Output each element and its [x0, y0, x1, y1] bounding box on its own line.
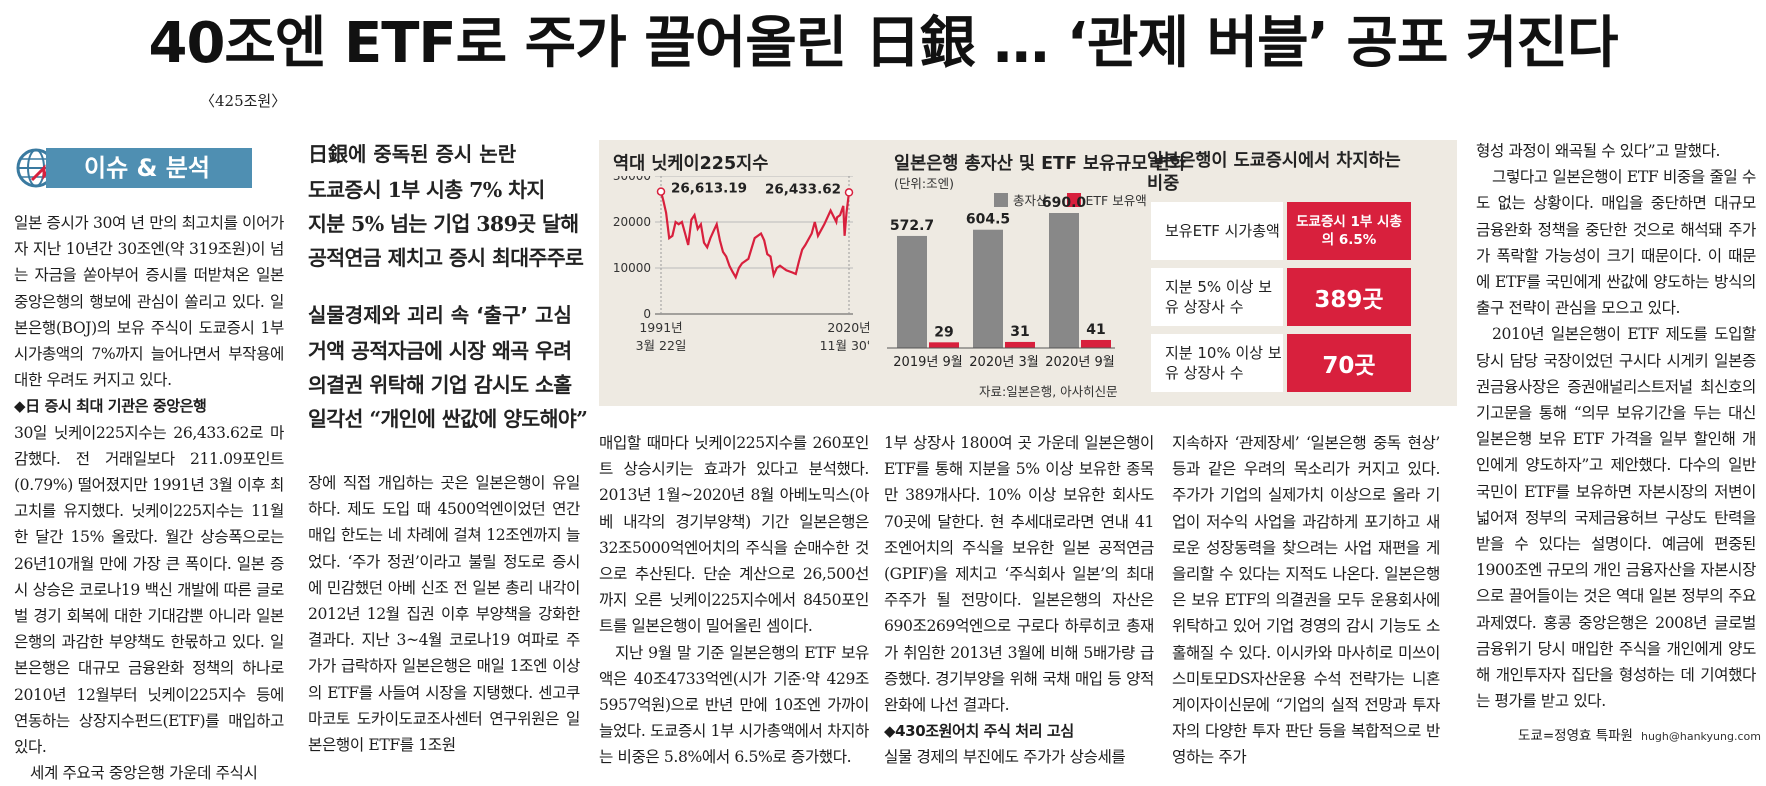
data-label: 26,613.19	[671, 181, 747, 197]
infographic-panel: 역대 닛케이225지수 0 10000 20000 30000 26,613.19 26…	[599, 140, 1457, 406]
byline: 도쿄=정영효 특파원 hugh@hankyung.com	[1518, 724, 1761, 744]
subheading: ◆430조원어치 주식 처리 고심	[884, 722, 1074, 741]
article-column-2: 장에 직접 개입하는 곳은 일본은행이 유일하다. 제도 도입 때 4500억엔…	[308, 470, 580, 758]
paragraph: 지난 9월 말 기준 일본은행의 ETF 보유액은 40조4733억엔(시가 기…	[599, 643, 869, 767]
byline-author: 도쿄=정영효 특파원	[1518, 728, 1633, 744]
chart-source: 자료:일본은행, 아사히신문	[979, 384, 1118, 399]
y-tick-label: 10000	[613, 261, 651, 275]
headline: 40조엔 ETF로 주가 끌어올린 日銀 … ‘관제 버블’ 공포 커진다	[148, 11, 1618, 76]
data-point	[656, 187, 666, 196]
bar-value-label: 690.0	[1042, 195, 1087, 211]
summary-line: 일각선 “개인에 싼값에 양도해야”	[308, 407, 588, 431]
table-row-value: 389곳	[1287, 268, 1411, 326]
paragraph: 매입할 때마다 닛케이225지수를 260포인트 상승시키는 효과가 있다고 분…	[599, 434, 869, 636]
boj-bar-chart: 572.7 29 2019년 9월 604.5 31 2020년 3월 690.0 41 202…	[887, 195, 1115, 370]
table-row-label: 지분 5% 이상 보유 상장사 수	[1151, 268, 1283, 326]
paragraph: 실물 경제의 부진에도 주가가 상승세를	[884, 748, 1126, 767]
summary-line: 지분 5% 넘는 기업 389곳 달해	[308, 212, 579, 236]
legend-swatch	[1066, 192, 1081, 207]
summary-heading-2: 실물경제와 괴리 속 ‘출구’ 고심	[308, 303, 572, 327]
bar-value-label: 604.5	[966, 212, 1010, 228]
paragraph: 형성 과정이 왜곡될 수 있다”고 말했다.	[1476, 142, 1721, 160]
paragraph: 1부 상장사 1800여 곳 가운데 일본은행이 ETF를 통해 지분을 5% …	[884, 434, 1154, 715]
bar	[1005, 341, 1035, 348]
table-title: 일본은행이 도쿄증시에서 차지하는 비중	[1147, 151, 1401, 194]
bar	[897, 235, 927, 348]
bar-value-label: 41	[1086, 322, 1105, 338]
chart-title: 역대 닛케이225지수	[613, 154, 769, 174]
paragraph: 세계 주요국 중앙은행 가운데 주식시	[30, 764, 258, 783]
chart-subtitle: (단위:조엔)	[894, 176, 954, 191]
legend-swatch	[994, 192, 1008, 207]
data-point	[844, 188, 854, 197]
y-tick-label: 0	[643, 307, 651, 321]
summary-line: 공적연금 제치고 증시 최대주주로	[308, 246, 584, 270]
share-table: 보유ETF 시가총액 도쿄증시 1부 시총의 6.5% 지분 5% 이상 보유 …	[1151, 202, 1413, 402]
paragraph: 30일 닛케이225지수는 26,433.62로 마감했다. 전 거래일보다 2…	[14, 423, 284, 757]
table-row-label: 지분 10% 이상 보유 상장사 수	[1151, 334, 1283, 392]
bar	[1081, 339, 1111, 348]
bar	[929, 342, 959, 348]
series-line	[659, 191, 851, 280]
issue-badge-label: 이슈 & 분석	[46, 148, 252, 188]
subheading: ◆日 증시 최대 기관은 중앙은행	[14, 397, 207, 416]
paragraph: 장에 직접 개입하는 곳은 일본은행이 유일하다. 제도 도입 때 4500억엔…	[308, 474, 580, 755]
table-row-value: 70곳	[1287, 334, 1411, 392]
summary-heading-1: 日銀에 중독된 증시 논란	[308, 142, 517, 166]
x-tick-label: 2019년 9월	[893, 355, 962, 370]
x-tick-label: 2020년 3월	[969, 355, 1038, 370]
y-tick-label: 30000	[613, 176, 651, 183]
unit-note: 〈425조원〉	[200, 92, 287, 110]
bar	[1049, 213, 1079, 348]
summary-line: 도쿄증시 1부 시총 7% 차지	[308, 178, 545, 202]
nikkei-line-chart: 0 10000 20000 30000 26,613.19 26,433.62 1991년…	[613, 176, 869, 353]
article-column-5: 지속하자 ‘관제장세’ ‘일본은행 중독 현상’ 등과 같은 우려의 목소리가 …	[1172, 430, 1440, 771]
table-row-value: 도쿄증시 1부 시총의 6.5%	[1287, 202, 1411, 260]
issue-badge: 이슈 & 분석	[14, 146, 252, 188]
bar	[973, 229, 1003, 348]
paragraph: 2010년 일본은행이 ETF 제도를 도입할 당시 담당 국장이었던 구시다 …	[1476, 325, 1756, 711]
byline-email[interactable]: hugh@hankyung.com	[1640, 730, 1761, 743]
chart-title: 일본은행 총자산 및 ETF 보유규모 변화	[894, 154, 1186, 174]
summary-line: 거액 공적자금에 시장 왜곡 우려	[308, 339, 572, 363]
x-tick-label: 1991년 3월 22일	[636, 320, 687, 353]
article-column-3: 매입할 때마다 닛케이225지수를 260포인트 상승시키는 효과가 있다고 분…	[599, 430, 869, 771]
article-column-1: 일본 증시가 30여 년 만의 최고치를 이어가자 지난 10년간 30조엔(약…	[14, 210, 284, 786]
legend-label: 총자산	[1013, 193, 1048, 208]
bar-value-label: 31	[1010, 324, 1029, 340]
paragraph: 일본 증시가 30여 년 만의 최고치를 이어가자 지난 10년간 30조엔(약…	[14, 214, 284, 390]
paragraph: 그렇다고 일본은행이 ETF 비중을 줄일 수도 없는 상황이다. 매입을 중단…	[1476, 168, 1756, 318]
bar-value-label: 29	[934, 324, 953, 340]
bar-value-label: 572.7	[890, 218, 934, 234]
paragraph: 지속하자 ‘관제장세’ ‘일본은행 중독 현상’ 등과 같은 우려의 목소리가 …	[1172, 434, 1440, 767]
article-column-4: 1부 상장사 1800여 곳 가운데 일본은행이 ETF를 통해 지분을 5% …	[884, 430, 1154, 771]
x-tick-label: 2020년 9월	[1045, 355, 1114, 370]
chart-legend: 총자산 ETF 보유액	[994, 190, 1147, 209]
data-label: 26,433.62	[765, 181, 841, 197]
article-column-6: 형성 과정이 왜곡될 수 있다”고 말했다. 그렇다고 일본은행이 ETF 비중…	[1476, 138, 1756, 714]
table-row-label: 보유ETF 시가총액	[1151, 202, 1283, 260]
y-tick-label: 20000	[613, 215, 651, 229]
legend-label: ETF 보유액	[1085, 193, 1147, 208]
summary-box: 日銀에 중독된 증시 논란 도쿄증시 1부 시총 7% 차지 지분 5% 넘는 …	[308, 138, 590, 436]
summary-line: 의결권 위탁해 기업 감시도 소홀	[308, 373, 572, 397]
